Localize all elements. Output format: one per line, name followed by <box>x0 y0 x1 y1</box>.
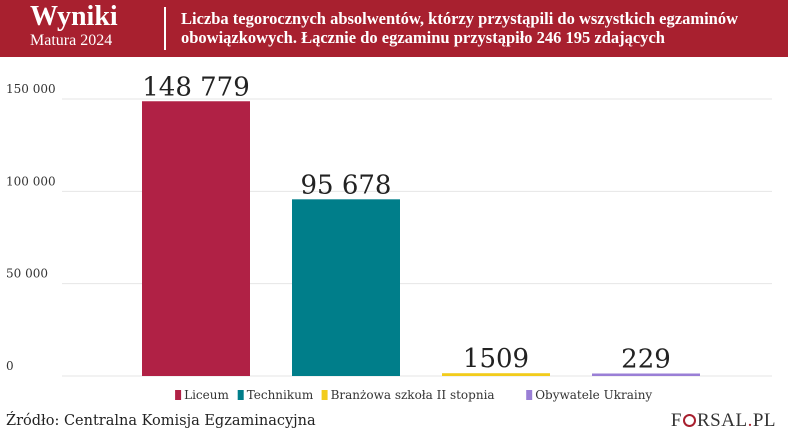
y-tick-label: 150 000 <box>6 82 56 96</box>
legend-swatch <box>237 390 244 400</box>
header-banner: Wyniki Matura 2024 Liczba tegorocznych a… <box>0 0 788 57</box>
y-tick-label: 100 000 <box>6 174 56 188</box>
bar-1 <box>142 101 250 377</box>
header-divider <box>164 7 166 50</box>
y-tick-label: 50 000 <box>6 267 48 281</box>
data-label: 229 <box>621 345 671 375</box>
data-label: 95 678 <box>301 170 392 200</box>
source-note: Źródło: Centralna Komisja Egzaminacyjna <box>6 413 316 429</box>
bar-chart: 0 50 000 100 000 150 000 148 779 95 678 1509 22… <box>6 72 772 402</box>
bar-4 <box>592 373 700 376</box>
legend-swatch <box>175 390 182 400</box>
data-label: 148 779 <box>142 72 250 102</box>
legend-entry: Obywatele Ukrainy <box>535 388 652 402</box>
logo-letters: RSAL <box>696 410 748 431</box>
legend-entry: Branżowa szkoła II stopnia <box>331 388 495 402</box>
bar-2 <box>292 199 400 376</box>
legend-entry: Liceum <box>184 388 229 402</box>
bar-3 <box>442 373 550 376</box>
legend-entry: Technikum <box>247 388 314 402</box>
legend-swatch <box>321 390 328 400</box>
chart-title-line-1: Liczba tegorocznych absolwentów, którzy … <box>181 9 738 28</box>
logo-letter-f: F <box>670 410 682 431</box>
forsal-logo: F RSAL.PL <box>671 410 776 432</box>
legend-swatch <box>526 390 533 400</box>
logo-pl: PL <box>752 410 776 431</box>
chart-title: Liczba tegorocznych absolwentów, którzy … <box>181 9 781 47</box>
logo-dot: . <box>747 410 753 431</box>
y-tick-label: 0 <box>6 359 14 373</box>
brand-title: Wyniki <box>30 1 118 32</box>
data-label: 1509 <box>463 344 529 374</box>
o-icon <box>682 414 696 427</box>
brand-subtitle: Matura 2024 <box>30 32 113 49</box>
chart-title-line-2: obowiązkowych. Łącznie do egzaminu przys… <box>181 28 665 47</box>
